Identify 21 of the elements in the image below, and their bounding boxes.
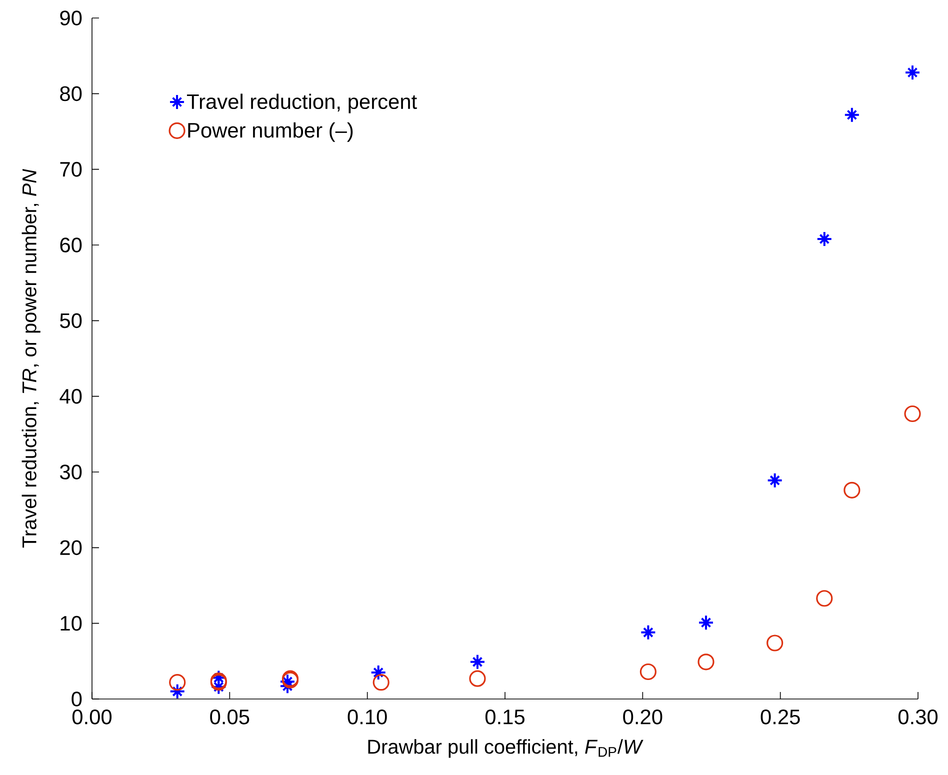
x-tick-label: 0.10	[348, 710, 387, 724]
y-tick-label: 80	[60, 86, 82, 102]
x-axis-title: Drawbar pull coefficient, F$_{DP}$/W	[368, 739, 644, 758]
y-tick-label: 20	[60, 540, 82, 556]
y-tick-label: 10	[60, 616, 82, 631]
x-tick-label: 0.25	[760, 710, 800, 724]
x-tick-label: 0.15	[485, 710, 524, 724]
y-tick-label: 30	[60, 464, 82, 480]
y-tick-label: 60	[60, 238, 82, 252]
y-tick-label: 40	[60, 388, 82, 404]
x-tick-label: 0.20	[623, 710, 662, 724]
y-tick-label: 90	[60, 10, 82, 26]
y-tick-label: 0	[72, 692, 82, 706]
y-tick-label: 70	[60, 162, 82, 177]
x-tick-label: 0.00	[72, 710, 112, 724]
legend-label: Travel reduction, percent	[186, 94, 417, 114]
y-tick-label: 50	[60, 313, 82, 328]
y-axis-title: Travel reduction, TR, or power number, PN	[22, 168, 40, 548]
x-tick-label: 0.30	[898, 710, 938, 724]
x-tick-label: 0.05	[210, 710, 250, 724]
legend-label: Power number (–)	[188, 122, 353, 142]
